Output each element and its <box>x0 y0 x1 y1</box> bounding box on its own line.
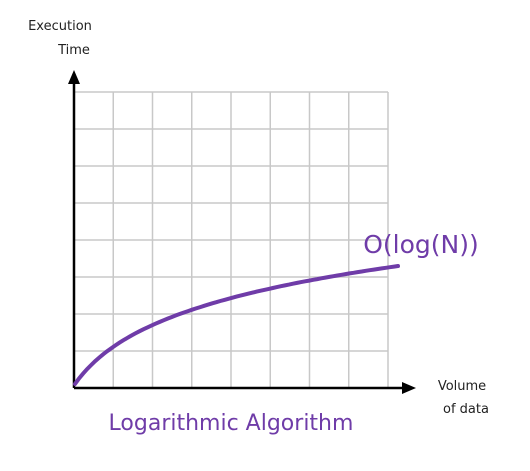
series-label-log: O(log(N)) <box>363 230 479 259</box>
x-axis-label-line-2: of data <box>443 402 489 417</box>
x-axis-arrow <box>402 382 416 394</box>
y-axis-label-line-1: Execution <box>28 19 92 34</box>
x-axis-label-line-1: Volume <box>438 379 486 394</box>
chart-caption: Logarithmic Algorithm <box>109 411 354 436</box>
y-axis-arrow <box>68 70 80 84</box>
y-axis-label-line-2: Time <box>57 43 90 58</box>
series-line-log <box>73 264 400 386</box>
